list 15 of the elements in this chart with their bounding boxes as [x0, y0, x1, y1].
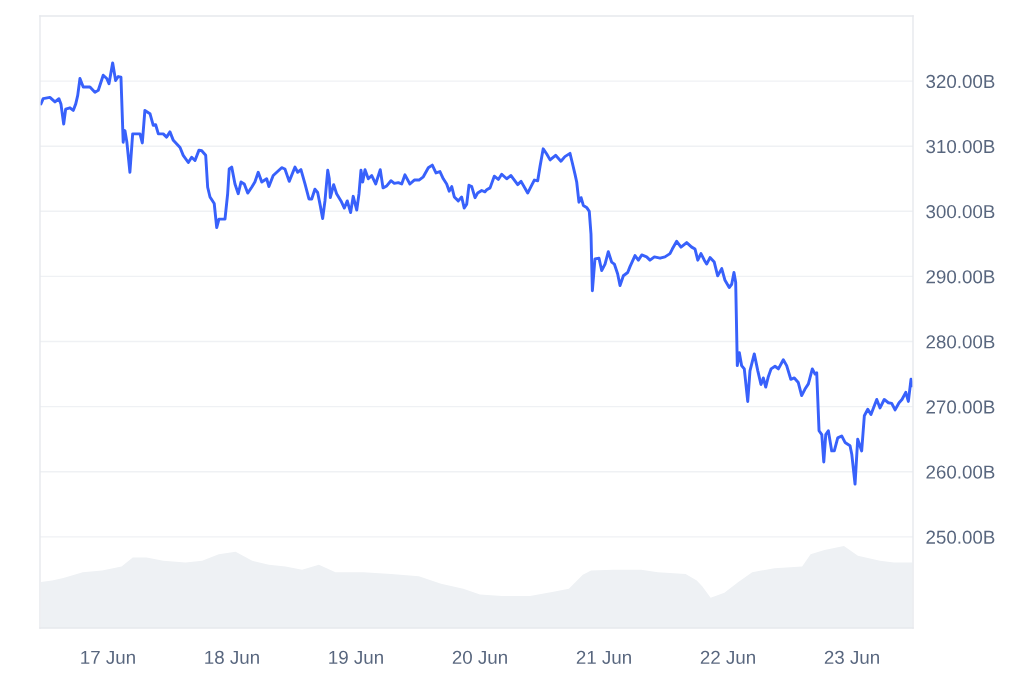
x-tick-label: 18 Jun: [205, 650, 259, 664]
x-tick-label: 21 Jun: [576, 650, 631, 664]
y-tick-label: 250.00B: [926, 530, 995, 544]
y-tick-label: 260.00B: [926, 465, 995, 479]
x-tick-label: 22 Jun: [700, 650, 755, 664]
y-tick-label: 270.00B: [926, 400, 995, 414]
x-tick-label: 17 Jun: [81, 650, 135, 664]
y-tick-label: 290.00B: [926, 270, 995, 284]
x-tick-label: 20 Jun: [452, 650, 507, 664]
x-tick-label: 19 Jun: [329, 650, 383, 664]
y-tick-label: 310.00B: [926, 139, 995, 154]
x-tick-label: 23 Jun: [824, 650, 879, 664]
y-tick-label: 320.00B: [926, 74, 995, 89]
y-tick-label: 300.00B: [926, 205, 995, 219]
y-tick-label: 280.00B: [926, 335, 995, 349]
